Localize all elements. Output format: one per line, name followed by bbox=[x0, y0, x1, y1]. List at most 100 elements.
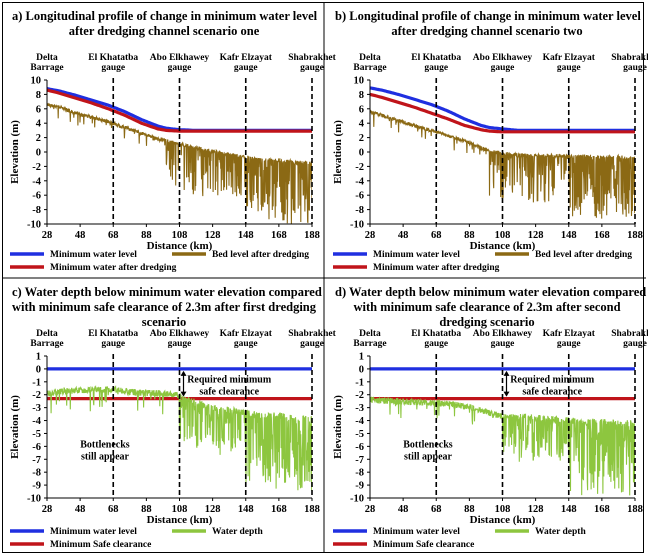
clearance-arrow-head bbox=[503, 370, 510, 376]
x-tick-label: 108 bbox=[495, 230, 511, 241]
y-tick-label: -8 bbox=[32, 205, 41, 216]
x-tick-label: 128 bbox=[528, 230, 544, 241]
legend-label: Minimum Safe clearance bbox=[50, 540, 151, 550]
legend-label: Minimum water level bbox=[50, 250, 137, 260]
chart-panel-a: a) Longitudinal profile of change in min… bbox=[9, 9, 337, 273]
gauge-label: gauge bbox=[101, 63, 125, 73]
chart-title-line: d) Water depth below minimum water eleva… bbox=[335, 285, 646, 299]
legend-label: Minimum water level bbox=[373, 527, 460, 537]
y-tick-label: -1 bbox=[32, 377, 41, 388]
annotation-clearance: safe clearance bbox=[199, 386, 259, 397]
gauge-label: gauge bbox=[300, 339, 324, 349]
y-tick-label: 2 bbox=[359, 133, 364, 144]
gauge-label: Abo Elkhawey bbox=[473, 53, 533, 63]
x-axis-label: Distance (km) bbox=[470, 514, 536, 526]
gauge-label: Shabrakhet bbox=[611, 53, 648, 63]
chart-title-line: after dredging channel scenario two bbox=[391, 24, 582, 38]
gauge-label: gauge bbox=[101, 339, 125, 349]
y-tick-label: -4 bbox=[355, 176, 364, 187]
chart-panel-b: b) Longitudinal profile of change in min… bbox=[332, 9, 648, 273]
gauge-label: gauge bbox=[557, 63, 581, 73]
x-axis-label: Distance (km) bbox=[147, 240, 213, 252]
gauge-label: gauge bbox=[623, 63, 647, 73]
gauge-label: El Khatatba bbox=[411, 329, 461, 339]
chart-title-line: dredging scenario bbox=[439, 315, 534, 329]
y-axis-label: Elevation (m) bbox=[332, 395, 344, 459]
y-tick-label: 1 bbox=[359, 352, 364, 363]
gauge-label: Delta bbox=[36, 329, 58, 339]
x-tick-label: 28 bbox=[365, 504, 376, 515]
y-tick-label: -9 bbox=[32, 481, 41, 492]
x-tick-label: 48 bbox=[75, 230, 86, 241]
y-tick-label: -2 bbox=[32, 390, 41, 401]
x-tick-label: 68 bbox=[108, 230, 119, 241]
x-tick-label: 188 bbox=[627, 230, 643, 241]
gauge-label: El Khatatba bbox=[88, 53, 138, 63]
x-tick-label: 88 bbox=[141, 230, 152, 241]
y-tick-label: 0 bbox=[36, 148, 41, 159]
y-axis-label: Elevation (m) bbox=[9, 120, 21, 184]
gauge-label: Abo Elkhawey bbox=[150, 53, 210, 63]
x-tick-label: 108 bbox=[172, 230, 188, 241]
x-tick-label: 68 bbox=[431, 230, 442, 241]
y-tick-label: 1 bbox=[36, 352, 41, 363]
plot-area bbox=[47, 87, 312, 224]
y-tick-label: -4 bbox=[32, 176, 41, 187]
y-tick-label: 10 bbox=[354, 76, 365, 87]
x-tick-label: 188 bbox=[627, 504, 643, 515]
gauge-label: gauge bbox=[234, 339, 258, 349]
x-tick-label: 68 bbox=[108, 504, 119, 515]
legend-label: Minimum Safe clearance bbox=[373, 540, 474, 550]
y-tick-label: 8 bbox=[36, 90, 41, 101]
chart-title-line: b) Longitudinal profile of change in min… bbox=[335, 9, 641, 23]
chart-panel-c: c) Water depth below minimum water eleva… bbox=[9, 285, 337, 550]
annotation-bottleneck: still appear bbox=[404, 452, 453, 463]
x-tick-label: 68 bbox=[431, 504, 442, 515]
gauge-label: Kafr Elzayat bbox=[543, 329, 596, 339]
legend-label: Water depth bbox=[535, 527, 586, 537]
x-axis-label: Distance (km) bbox=[147, 514, 213, 526]
y-tick-label: 0 bbox=[36, 364, 41, 375]
gauge-label: Barrage bbox=[30, 63, 63, 73]
clearance-arrow-head bbox=[180, 391, 187, 397]
x-tick-label: 88 bbox=[464, 504, 475, 515]
legend-label: Minimum water after dredging bbox=[50, 263, 177, 273]
y-tick-label: -7 bbox=[32, 455, 41, 466]
gauge-label: gauge bbox=[300, 63, 324, 73]
x-tick-label: 48 bbox=[75, 504, 86, 515]
annotation-bottleneck: Bottlenecks bbox=[403, 440, 453, 451]
legend-label: Minimum water after dredging bbox=[373, 263, 500, 273]
chart-title-line: with minimum safe clearance of 2.3m afte… bbox=[12, 300, 317, 314]
x-tick-label: 148 bbox=[238, 504, 254, 515]
x-tick-label: 128 bbox=[205, 230, 221, 241]
series-line-red bbox=[370, 92, 635, 134]
x-axis-label: Distance (km) bbox=[470, 240, 536, 252]
x-tick-label: 188 bbox=[304, 504, 320, 515]
gauge-label: gauge bbox=[623, 339, 647, 349]
y-tick-label: -6 bbox=[355, 191, 364, 202]
y-axis-label: Elevation (m) bbox=[9, 395, 21, 459]
x-tick-label: 168 bbox=[271, 504, 287, 515]
gauge-label: El Khatatba bbox=[411, 53, 461, 63]
y-tick-label: 4 bbox=[359, 119, 365, 130]
y-tick-label: -3 bbox=[32, 403, 41, 414]
x-tick-label: 168 bbox=[594, 504, 610, 515]
y-tick-label: -5 bbox=[355, 429, 364, 440]
annotation-clearance: Required minimum bbox=[510, 374, 595, 385]
x-tick-label: 168 bbox=[271, 230, 287, 241]
y-tick-label: -6 bbox=[32, 442, 41, 453]
y-tick-label: -5 bbox=[32, 429, 41, 440]
x-tick-label: 28 bbox=[42, 230, 53, 241]
y-tick-label: -7 bbox=[355, 455, 364, 466]
gauge-label: Shabrakhet bbox=[288, 53, 336, 63]
y-tick-label: -2 bbox=[32, 162, 41, 173]
legend-label: Bed level after dredging bbox=[535, 250, 632, 260]
annotation-clearance: safe clearance bbox=[522, 386, 582, 397]
legend-label: Bed level after dredging bbox=[212, 250, 309, 260]
series-line-red bbox=[47, 88, 312, 133]
x-tick-label: 88 bbox=[464, 230, 475, 241]
gauge-label: Barrage bbox=[353, 339, 386, 349]
x-tick-label: 28 bbox=[365, 230, 376, 241]
legend-label: Water depth bbox=[212, 527, 263, 537]
